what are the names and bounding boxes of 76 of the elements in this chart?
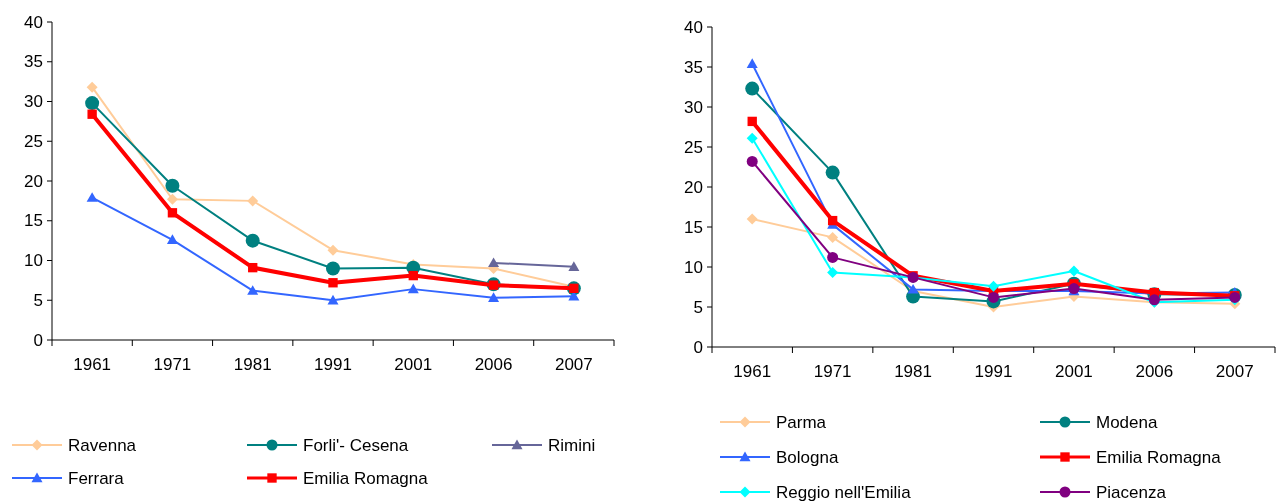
point: [746, 213, 758, 225]
point: [747, 116, 757, 127]
point: [327, 244, 339, 256]
x-tick-label: 1991: [974, 362, 1013, 381]
y-tick-label: 30: [684, 97, 703, 117]
x-tick-label: 2006: [1135, 362, 1174, 381]
legend-label: Forli'- Cesena: [303, 435, 409, 455]
point: [247, 285, 259, 295]
y-tick-label: 35: [24, 52, 43, 72]
point: [746, 58, 758, 68]
x-tick-label: 1971: [813, 362, 852, 381]
y-tick-label: 10: [684, 257, 703, 277]
y-tick-label: 5: [33, 290, 43, 310]
y-tick-label: 5: [693, 297, 703, 317]
point: [328, 278, 338, 288]
legend-label: Parma: [776, 412, 827, 432]
point: [408, 270, 418, 281]
point: [247, 195, 259, 207]
x-tick-label: 2007: [554, 355, 593, 374]
y-tick-label: 15: [24, 211, 43, 231]
x-tick-label: 2007: [1215, 362, 1254, 381]
x-tick-label: 1971: [153, 355, 192, 374]
y-tick-label: 10: [24, 251, 43, 270]
point: [85, 96, 100, 111]
legend-label: Emilia Romagna: [303, 468, 429, 488]
point: [248, 262, 258, 273]
legend-label: Reggio nell'Emilia: [776, 482, 912, 501]
point: [1068, 265, 1080, 277]
y-tick-label: 20: [24, 171, 43, 191]
point: [327, 294, 339, 305]
point: [166, 193, 178, 205]
x-tick-label: 1961: [733, 362, 772, 381]
x-tick-label: 1991: [314, 355, 352, 374]
legend-label: Ravenna: [68, 435, 137, 455]
point: [86, 192, 98, 202]
point: [825, 165, 840, 180]
point: [166, 234, 178, 244]
x-tick-label: 2006: [474, 355, 513, 374]
y-tick-label: 40: [684, 17, 703, 37]
x-tick-label: 2001: [394, 355, 433, 374]
point: [988, 291, 999, 303]
point: [827, 215, 838, 226]
point: [488, 292, 500, 302]
point: [165, 178, 180, 193]
point: [746, 155, 758, 167]
y-tick-label: 40: [24, 12, 43, 32]
point: [407, 283, 419, 294]
y-tick-label: 35: [684, 57, 703, 77]
point: [827, 267, 839, 279]
x-tick-label: 1981: [894, 362, 932, 381]
y-tick-label: 25: [684, 137, 703, 157]
legend-label: Piacenza: [1096, 482, 1167, 501]
legend-label: Rimini: [548, 435, 596, 455]
y-tick-label: 30: [24, 92, 43, 111]
y-tick-label: 25: [24, 131, 43, 151]
point: [86, 81, 98, 93]
point: [745, 81, 760, 96]
point: [87, 109, 97, 119]
y-tick-label: 20: [684, 177, 703, 197]
legend-label: Bologna: [776, 447, 839, 467]
y-tick-label: 0: [33, 330, 43, 350]
x-tick-label: 1961: [73, 355, 112, 374]
point: [746, 132, 758, 144]
y-tick-label: 0: [693, 337, 703, 357]
point: [245, 233, 260, 248]
point: [988, 280, 999, 292]
point: [326, 261, 340, 276]
y-tick-label: 15: [684, 217, 703, 237]
x-tick-label: 1981: [233, 355, 272, 374]
legend-label: Ferrara: [68, 468, 125, 488]
legend-label: Modena: [1096, 412, 1158, 432]
point: [167, 208, 178, 218]
x-tick-label: 2001: [1055, 362, 1093, 381]
point: [827, 231, 839, 243]
point: [827, 251, 839, 263]
legend-label: Emilia Romagna: [1096, 447, 1222, 467]
